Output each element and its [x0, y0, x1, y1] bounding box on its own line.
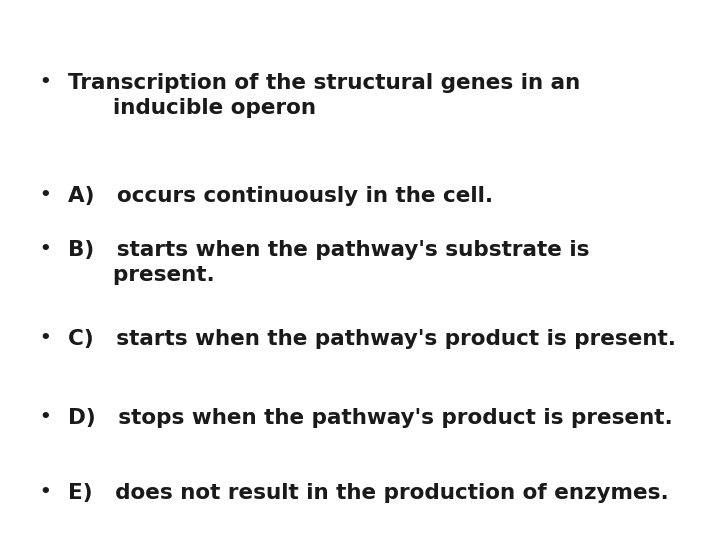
Text: •: •: [40, 186, 51, 204]
Text: A)   occurs continuously in the cell.: A) occurs continuously in the cell.: [68, 186, 493, 206]
Text: •: •: [40, 329, 51, 347]
Text: •: •: [40, 240, 51, 258]
Text: C)   starts when the pathway's product is present.: C) starts when the pathway's product is …: [68, 329, 676, 349]
Text: Transcription of the structural genes in an
      inducible operon: Transcription of the structural genes in…: [68, 73, 580, 118]
Text: •: •: [40, 408, 51, 426]
Text: B)   starts when the pathway's substrate is
      present.: B) starts when the pathway's substrate i…: [68, 240, 590, 285]
Text: •: •: [40, 73, 51, 91]
Text: E)   does not result in the production of enzymes.: E) does not result in the production of …: [68, 483, 669, 503]
Text: D)   stops when the pathway's product is present.: D) stops when the pathway's product is p…: [68, 408, 673, 428]
Text: •: •: [40, 483, 51, 501]
